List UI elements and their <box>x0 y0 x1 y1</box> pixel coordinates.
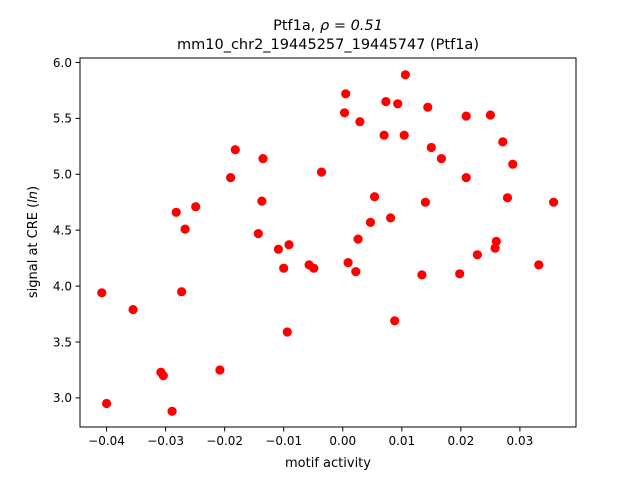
data-point <box>379 130 389 140</box>
data-point <box>534 260 544 270</box>
data-point <box>423 102 433 112</box>
x-axis-ticks: −0.04 −0.03 −0.02 −0.01 0.00 0.01 0.02 0.03 <box>88 427 533 448</box>
data-point <box>485 110 495 120</box>
data-point <box>365 217 376 227</box>
data-point <box>273 244 283 254</box>
data-point <box>420 197 430 207</box>
data-point <box>353 234 363 244</box>
data-point <box>491 236 501 246</box>
data-point <box>498 137 508 147</box>
data-points <box>97 70 559 416</box>
data-point <box>191 202 201 212</box>
ylabel-suffix: ) <box>26 186 41 191</box>
y-tick-label: 3.0 <box>53 391 72 405</box>
y-tick-label: 3.5 <box>53 335 72 349</box>
data-point <box>284 240 294 250</box>
title-rho: ρ = 0.51 <box>320 18 383 34</box>
data-point <box>393 99 403 109</box>
y-tick-label: 4.5 <box>53 224 72 238</box>
data-point <box>390 316 400 326</box>
data-point <box>370 192 380 202</box>
y-axis-ticks: 3.0 3.5 4.0 4.5 5.0 5.5 6.0 <box>53 56 80 405</box>
data-point <box>226 173 236 183</box>
data-point <box>171 207 181 217</box>
data-point <box>472 250 482 260</box>
ylabel-prefix: signal at CRE ( <box>26 203 41 298</box>
x-tick-label: 0.02 <box>447 434 474 448</box>
data-point <box>386 213 396 223</box>
data-point <box>343 258 353 268</box>
data-point <box>253 229 263 239</box>
data-point <box>279 263 289 273</box>
x-axis-label: motif activity <box>285 456 371 471</box>
y-axis-label: signal at CRE (ln) <box>26 186 41 298</box>
data-point <box>215 365 225 375</box>
data-point <box>502 193 513 203</box>
data-point <box>102 398 112 409</box>
data-point <box>97 288 107 298</box>
data-point <box>341 89 351 99</box>
y-tick-label: 5.5 <box>53 112 72 126</box>
data-point <box>549 197 559 207</box>
x-tick-label: 0.03 <box>507 434 534 448</box>
x-tick-label: 0.01 <box>388 434 415 448</box>
data-point <box>455 269 465 279</box>
data-point <box>381 97 391 107</box>
data-point <box>436 154 446 164</box>
chart-title-line1: Ptf1a, ρ = 0.51 <box>273 18 383 34</box>
data-point <box>417 270 427 280</box>
data-point <box>282 327 292 337</box>
x-tick-label: −0.02 <box>206 434 243 448</box>
x-tick-label: −0.01 <box>265 434 302 448</box>
data-point <box>351 267 361 277</box>
x-tick-label: 0.00 <box>329 434 356 448</box>
data-point <box>461 111 471 121</box>
data-point <box>158 371 168 381</box>
data-point <box>309 263 319 273</box>
data-point <box>426 142 436 153</box>
data-point <box>258 154 268 164</box>
data-point <box>257 196 267 206</box>
data-point <box>400 70 410 80</box>
chart-title-line2: mm10_chr2_19445257_19445747 (Ptf1a) <box>177 37 479 53</box>
data-point <box>355 117 365 127</box>
y-tick-label: 5.0 <box>53 168 72 182</box>
data-point <box>167 406 177 416</box>
data-point <box>177 287 187 297</box>
plot-frame <box>79 57 577 428</box>
data-point <box>180 224 190 234</box>
ylabel-ln: ln <box>26 191 41 203</box>
y-tick-label: 4.0 <box>53 279 72 293</box>
data-point <box>339 108 350 118</box>
data-point <box>128 305 138 315</box>
y-tick-label: 6.0 <box>53 56 72 70</box>
data-point <box>461 173 471 183</box>
data-point <box>316 167 327 177</box>
data-point <box>508 159 518 169</box>
data-point <box>230 145 240 155</box>
x-tick-label: −0.04 <box>88 434 125 448</box>
x-tick-label: −0.03 <box>147 434 184 448</box>
data-point <box>399 130 409 140</box>
title-prefix: Ptf1a, <box>273 18 320 34</box>
